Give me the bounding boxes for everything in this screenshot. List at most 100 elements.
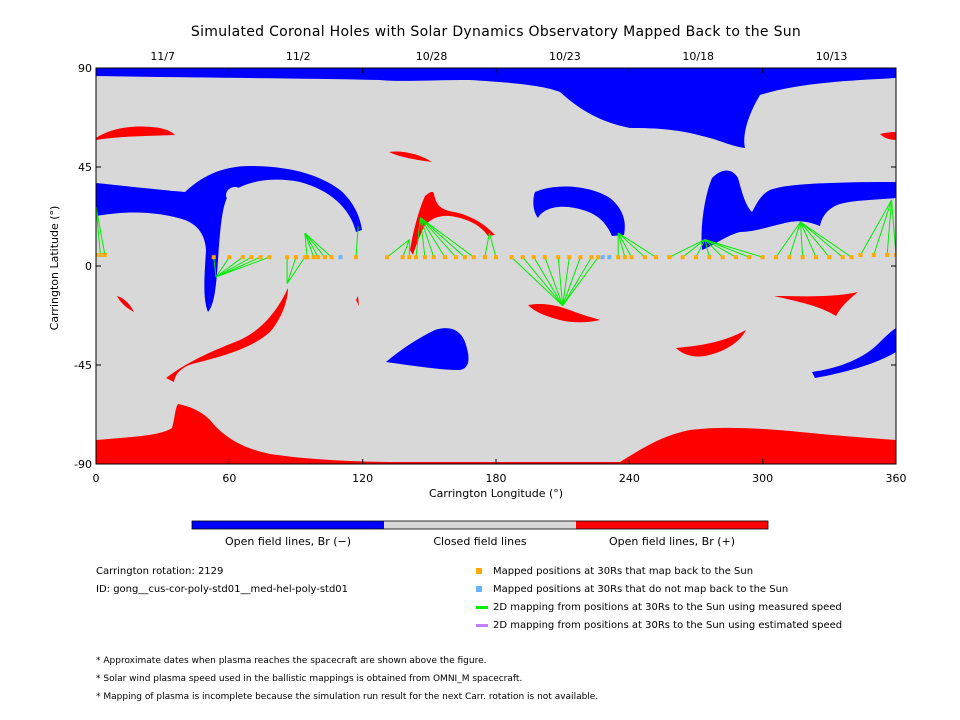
mapping-line [704, 239, 750, 258]
mapped-position-marker [707, 255, 712, 260]
legend-label: 2D mapping from positions at 30Rs to the… [493, 602, 842, 613]
mapping-line [704, 239, 737, 258]
footnote: * Mapping of plasma is incomplete becaus… [96, 692, 599, 702]
mapped-position-marker [629, 255, 634, 260]
x-tick-label: 120 [352, 472, 373, 485]
mapped-position-marker [760, 255, 765, 260]
negative-hole-south [386, 328, 469, 370]
footnote: * Approximate dates when plasma reaches … [96, 656, 487, 666]
unmapped-position-marker [607, 255, 612, 260]
mapped-position-marker [589, 255, 594, 260]
mapped-position-marker [642, 255, 647, 260]
mapped-position-marker [400, 255, 405, 260]
legend-label: Mapped positions at 30Rs that do not map… [493, 584, 789, 595]
mapped-position-marker [294, 255, 298, 260]
date-tick-label: 10/23 [549, 50, 581, 63]
mapping-line [304, 232, 332, 258]
unmapped-position-marker [600, 255, 605, 260]
mapping-line [419, 217, 426, 258]
legend-label: Mapped positions at 30Rs that map back t… [493, 566, 754, 577]
mapped-position-marker [102, 253, 107, 257]
mapped-position-marker [329, 255, 334, 260]
positive-hole-southeast-b [774, 292, 858, 316]
mapping-line [304, 232, 326, 258]
mapping-line [420, 217, 475, 258]
mapping-line [800, 221, 830, 258]
mapping-line [682, 239, 706, 258]
mapped-position-marker [596, 255, 601, 260]
unmapped-position-marker [338, 255, 343, 260]
mapping-line [420, 217, 446, 258]
mapped-position-marker [509, 255, 514, 260]
mapped-position-marker [98, 253, 103, 257]
date-tick-label: 10/13 [816, 50, 848, 63]
mapping-line [402, 239, 410, 258]
mapping-line [775, 221, 801, 258]
date-tick-label: 10/28 [416, 50, 448, 63]
y-tick-label: 90 [78, 62, 92, 75]
south-polar-hole [96, 404, 896, 464]
mapping-line [304, 232, 319, 258]
mapped-position-marker [316, 255, 321, 260]
mapping-line [562, 257, 570, 306]
x-axis: 0 60 120 180 240 300 360 [93, 68, 907, 485]
top-date-axis: 11/7 11/2 10/28 10/23 10/18 10/13 [150, 50, 847, 63]
mapping-line [215, 256, 230, 278]
legend-swatch [476, 586, 482, 592]
mapping-line [304, 232, 315, 258]
negative-hole-center [533, 186, 625, 236]
mapped-position-marker [885, 253, 890, 257]
mapped-position-marker [267, 255, 272, 260]
mapped-position-marker [616, 255, 621, 260]
mapping-line [420, 217, 457, 258]
mapping-line [355, 226, 359, 258]
mapping-line [704, 239, 710, 258]
mapping-line [286, 257, 297, 284]
date-tick-label: 11/2 [286, 50, 311, 63]
mapping-line [96, 206, 101, 256]
negative-hole-southeast [812, 328, 896, 378]
mapping-line [522, 256, 564, 306]
mapping-line [617, 232, 657, 258]
mapping-line [415, 217, 421, 258]
mapping-line [420, 217, 466, 258]
coronal-hole-map [96, 68, 896, 464]
negative-hole-west [96, 166, 362, 312]
mapping-line [419, 217, 435, 258]
mapping-line [800, 221, 843, 258]
mapped-position-marker [414, 255, 418, 260]
mapping-line [557, 257, 564, 306]
legend-item: Mapped positions at 30Rs that do not map… [476, 584, 788, 595]
mapping-line [215, 256, 261, 278]
mapping-line [704, 239, 763, 258]
positive-hole-northeast [880, 132, 896, 140]
mapped-position-marker [454, 255, 458, 260]
positive-hole-southeast-a [676, 330, 746, 357]
mapped-position-marker [622, 255, 627, 260]
legend-swatch [476, 623, 488, 627]
mapped-position-marker [240, 255, 245, 260]
mapping-line [215, 256, 252, 278]
mapped-position-marker [442, 255, 447, 260]
colorbar-label: Closed field lines [433, 535, 527, 548]
mapped-position-marker [734, 255, 738, 260]
mapped-position-marker [747, 255, 752, 260]
mapped-position-marker [871, 253, 876, 257]
x-tick-label: 0 [93, 472, 100, 485]
mapped-position-marker [694, 255, 698, 260]
mapped-position-marker [520, 255, 525, 260]
colorbar-segment [384, 521, 576, 529]
mapping-line [799, 221, 817, 258]
mapped-positions [96, 253, 896, 260]
mapped-position-marker [227, 255, 232, 260]
mapping-line [695, 239, 706, 258]
mapping-line [860, 199, 892, 256]
carrington-rotation: Carrington rotation: 2129 [96, 566, 224, 577]
mapped-position-marker [840, 255, 845, 260]
footnote: * Solar wind plasma speed used in the ba… [96, 674, 523, 684]
legend-item: Mapped positions at 30Rs that map back t… [476, 566, 753, 577]
legend-item: 2D mapping from positions at 30Rs to the… [476, 602, 842, 613]
positive-hole-small-center [356, 296, 359, 306]
mapped-position-marker [774, 255, 778, 260]
